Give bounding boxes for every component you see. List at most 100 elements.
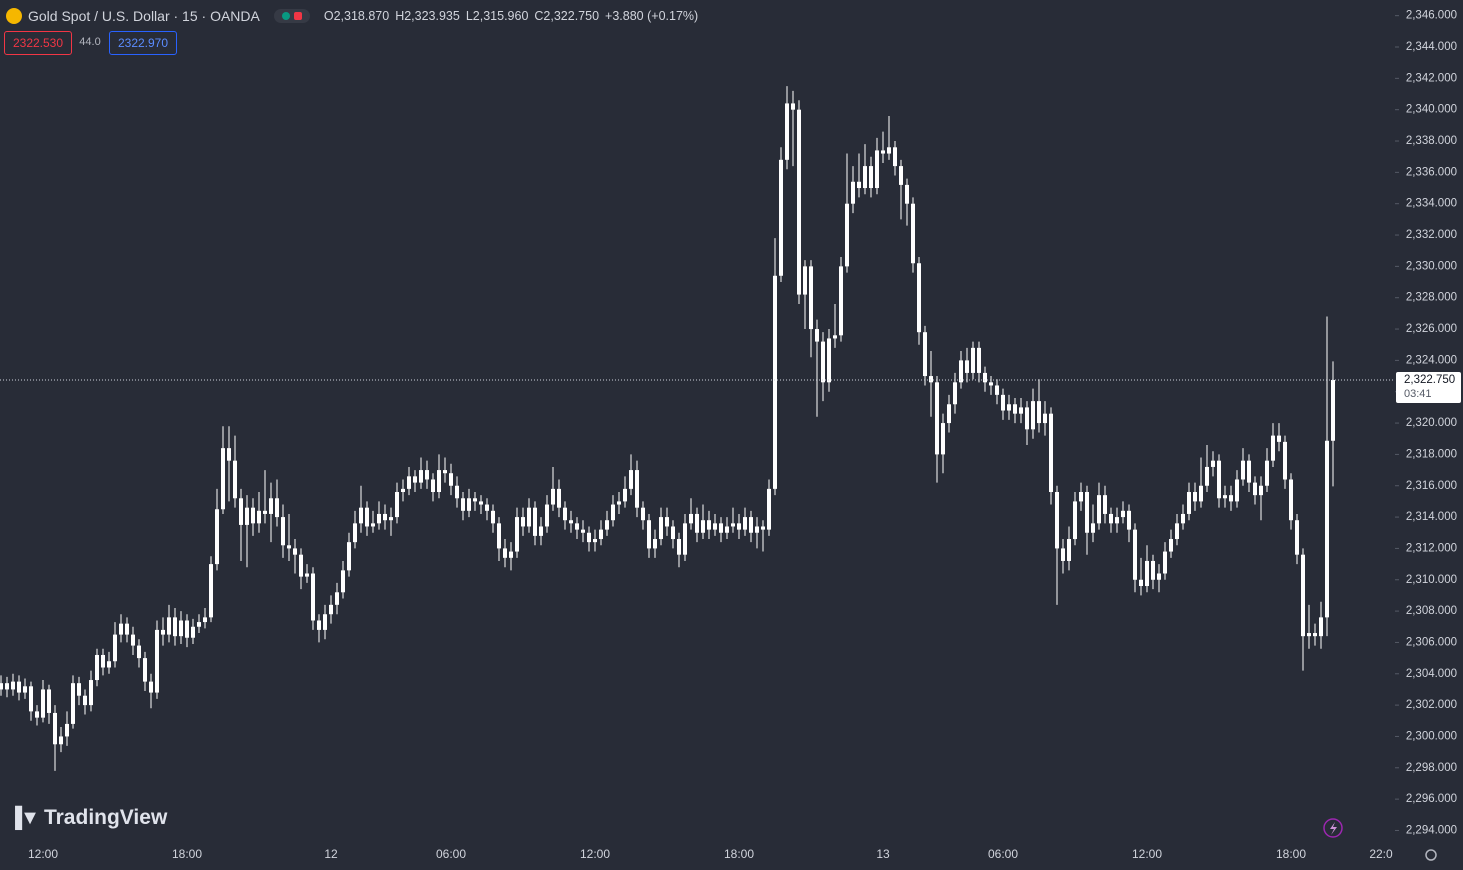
candle-body: [125, 623, 129, 635]
y-tick-label: 2,296.000: [1406, 793, 1457, 805]
candle-body: [1025, 407, 1029, 430]
candle-body: [1073, 501, 1077, 540]
candle-body: [203, 617, 207, 623]
candle-body: [749, 517, 753, 533]
candle-body: [923, 332, 927, 377]
candle-body: [761, 526, 765, 530]
candle-body: [413, 476, 417, 483]
candle-body: [113, 634, 117, 662]
candle-body: [1145, 560, 1149, 587]
candle-body: [371, 523, 375, 527]
candle-body: [563, 507, 567, 521]
candle-body: [725, 526, 729, 533]
candle-body: [1187, 492, 1191, 514]
candle-body: [707, 520, 711, 530]
candle-body: [1253, 482, 1257, 496]
candle-body: [893, 147, 897, 167]
candle-body: [395, 492, 399, 518]
candle-body: [569, 520, 573, 524]
y-tick-label: 2,312.000: [1406, 542, 1457, 554]
sell-button[interactable]: 2322.530: [4, 31, 72, 55]
candle-body: [197, 622, 201, 627]
candle-body: [1307, 633, 1311, 637]
x-tick-label: 18:00: [1276, 847, 1306, 861]
spread: 44.0: [79, 36, 101, 48]
symbol-title[interactable]: Gold Spot / U.S. Dollar · 15 · OANDA: [28, 8, 260, 24]
candle-body: [455, 485, 459, 499]
candle-body: [875, 150, 879, 189]
candle-body: [983, 372, 987, 383]
candle-body: [239, 498, 243, 525]
candle-body: [701, 520, 705, 533]
candle-body: [485, 504, 489, 511]
candle-body: [1019, 407, 1023, 414]
candle-body: [641, 507, 645, 521]
alert-icon[interactable]: [1323, 818, 1343, 838]
candle-body: [767, 488, 771, 530]
candle-body: [803, 266, 807, 295]
alert-bolt: [1330, 822, 1337, 835]
candle-body: [323, 614, 327, 630]
candle-body: [1283, 441, 1287, 480]
ohlc-low: L2,315.960: [465, 9, 529, 23]
buy-button[interactable]: 2322.970: [109, 31, 177, 55]
candle-body: [1061, 548, 1065, 561]
candle-body: [1085, 492, 1089, 533]
candle-body: [959, 360, 963, 383]
candle-body: [1007, 404, 1011, 411]
candle-body: [335, 592, 339, 605]
candle-body: [1241, 460, 1245, 480]
candle-body: [965, 360, 969, 373]
candle-body: [677, 539, 681, 555]
candle-body: [479, 501, 483, 505]
candle-body: [467, 498, 471, 511]
candle-body: [53, 712, 57, 745]
y-tick-label: 2,308.000: [1406, 605, 1457, 617]
candle-body: [257, 510, 261, 524]
header: Gold Spot / U.S. Dollar · 15 · OANDA O2,…: [6, 6, 698, 26]
candle-body: [575, 523, 579, 530]
data-status: [293, 12, 302, 20]
candle-body: [263, 510, 267, 514]
candle-body: [809, 266, 813, 330]
candle-body: [581, 529, 585, 533]
market-open-dot: [281, 12, 290, 20]
candle-body: [557, 488, 561, 508]
candle-body: [815, 329, 819, 342]
ohlc-open: O2,318.870: [323, 9, 390, 23]
x-tick-label: 06:00: [988, 847, 1018, 861]
candle-body: [929, 376, 933, 383]
x-tick-label: 12:00: [28, 847, 58, 861]
candle-body: [1109, 513, 1113, 524]
candle-body: [833, 335, 837, 339]
candle-body: [647, 520, 651, 549]
y-tick-label: 2,332.000: [1406, 229, 1457, 241]
candle-body: [1157, 573, 1161, 580]
ohlc-change: +3.880 (+0.17%): [605, 9, 699, 23]
status-badges[interactable]: [273, 9, 310, 23]
x-tick-label: 18:00: [172, 847, 202, 861]
candle-body: [941, 423, 945, 455]
candle-body: [593, 539, 597, 543]
candle-body: [1301, 554, 1305, 637]
candle-body: [821, 341, 825, 383]
settings-icon[interactable]: [1425, 849, 1437, 861]
y-tick-label: 2,330.000: [1406, 260, 1457, 272]
candle-body: [1055, 492, 1059, 549]
candle-body: [425, 470, 429, 480]
candle-body: [137, 645, 141, 659]
y-tick-label: 2,334.000: [1406, 198, 1457, 210]
candle-body: [245, 507, 249, 525]
candle-body: [611, 504, 615, 521]
candle-body: [1271, 435, 1275, 461]
candle-body: [527, 507, 531, 527]
candle-body: [1097, 495, 1101, 524]
candle-body: [1049, 413, 1053, 493]
candle-body: [545, 504, 549, 527]
candle-body: [41, 689, 45, 718]
candle-body: [551, 488, 555, 505]
candle-body: [653, 539, 657, 549]
x-tick-label: 12:00: [580, 847, 610, 861]
